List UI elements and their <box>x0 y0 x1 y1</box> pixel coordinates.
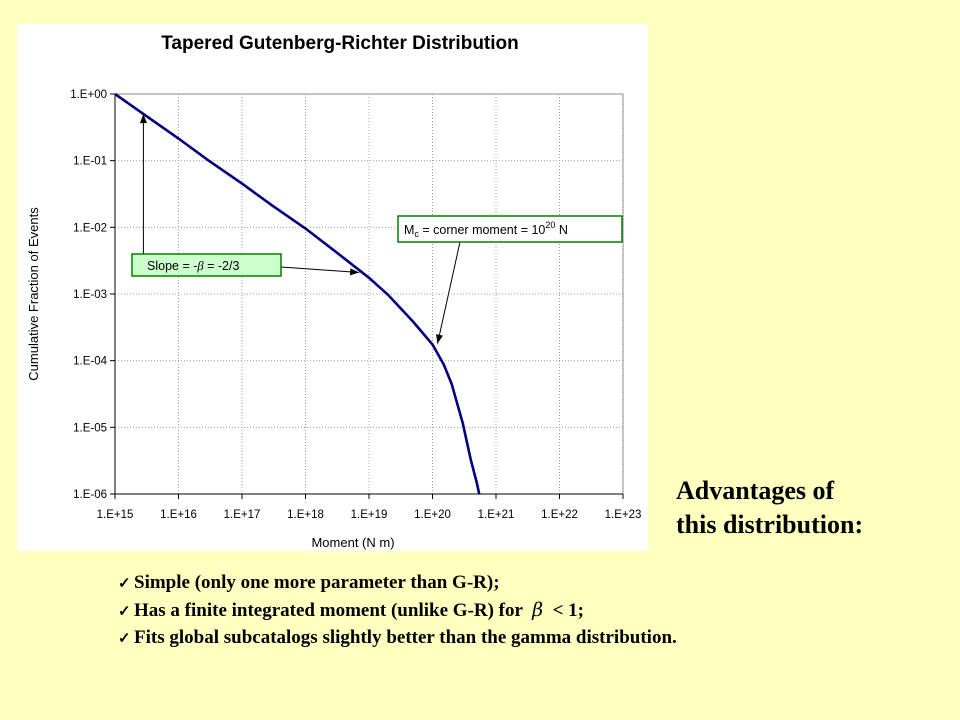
x-tick-label: 1.E+17 <box>224 509 261 521</box>
bullet-text: Fits global subcatalogs slightly better … <box>134 627 677 648</box>
x-tick-label: 1.E+18 <box>287 509 324 521</box>
y-axis-label: Cumulative Fraction of Events <box>26 207 41 381</box>
slope-arrowhead-up <box>139 114 147 124</box>
bullet-text: Has a finite integrated moment (unlike G… <box>134 599 584 621</box>
slope-arrow-right <box>280 266 360 274</box>
y-tick-label: 1.E-06 <box>73 489 107 501</box>
slope-annotation-text: Slope = -β = -2/3 <box>147 259 239 273</box>
x-axis-ticks: 1.E+15 1.E+16 1.E+17 1.E+18 1.E+19 1.E+20 1.E+… <box>97 493 642 521</box>
advantages-line-2: this distribution: <box>676 510 864 539</box>
list-item: ✓ Has a finite integrated moment (unlike… <box>118 597 677 625</box>
x-tick-label: 1.E+22 <box>541 509 578 521</box>
y-tick-label: 1.E-05 <box>73 422 107 434</box>
checkmark-icon: ✓ <box>118 631 131 647</box>
x-tick-label: 1.E+21 <box>478 509 515 521</box>
slope-annotation-box <box>131 253 282 277</box>
chart-panel: Tapered Gutenberg-Richter Distribution 1… <box>17 24 648 551</box>
y-tick-label: 1.E-01 <box>73 156 107 168</box>
y-tick-label: 1.E+00 <box>70 89 107 101</box>
slope-arrowhead-right <box>349 268 360 276</box>
checkmark-icon: ✓ <box>118 604 131 620</box>
x-axis-label: Moment (N m) <box>311 535 394 550</box>
checkmark-icon: ✓ <box>118 576 131 592</box>
series-line <box>114 92 481 495</box>
y-tick-label: 1.E-02 <box>73 222 107 234</box>
corner-annotation-box <box>397 215 623 243</box>
corner-arrowhead <box>436 334 443 344</box>
y-axis-ticks: 1.E+00 1.E-01 1.E-02 1.E-03 1.E-04 1.E-05 1.E-… <box>70 89 116 501</box>
list-item: ✓ Fits global subcatalogs slightly bette… <box>118 625 677 652</box>
chart-title: Tapered Gutenberg-Richter Distribution <box>161 33 519 54</box>
corner-annotation-text: Mc = corner moment = 1020 N <box>404 220 568 239</box>
x-tick-label: 1.E+23 <box>605 509 642 521</box>
y-tick-label: 1.E-04 <box>73 356 107 368</box>
x-tick-label: 1.E+15 <box>97 509 134 521</box>
x-tick-label: 1.E+20 <box>414 509 451 521</box>
bullet-text: Simple (only one more parameter than G-R… <box>134 572 500 593</box>
x-tick-label: 1.E+19 <box>351 509 388 521</box>
tapered-gr-chart: Tapered Gutenberg-Richter Distribution 1… <box>26 33 642 550</box>
advantages-heading: Advantages of this distribution: <box>676 474 863 542</box>
advantages-line-1: Advantages of <box>676 476 835 505</box>
x-tick-label: 1.E+16 <box>160 509 197 521</box>
corner-arrow <box>437 241 461 344</box>
y-tick-label: 1.E-03 <box>73 289 107 301</box>
list-item: ✓ Simple (only one more parameter than G… <box>118 570 677 597</box>
advantages-list: ✓ Simple (only one more parameter than G… <box>118 570 677 652</box>
